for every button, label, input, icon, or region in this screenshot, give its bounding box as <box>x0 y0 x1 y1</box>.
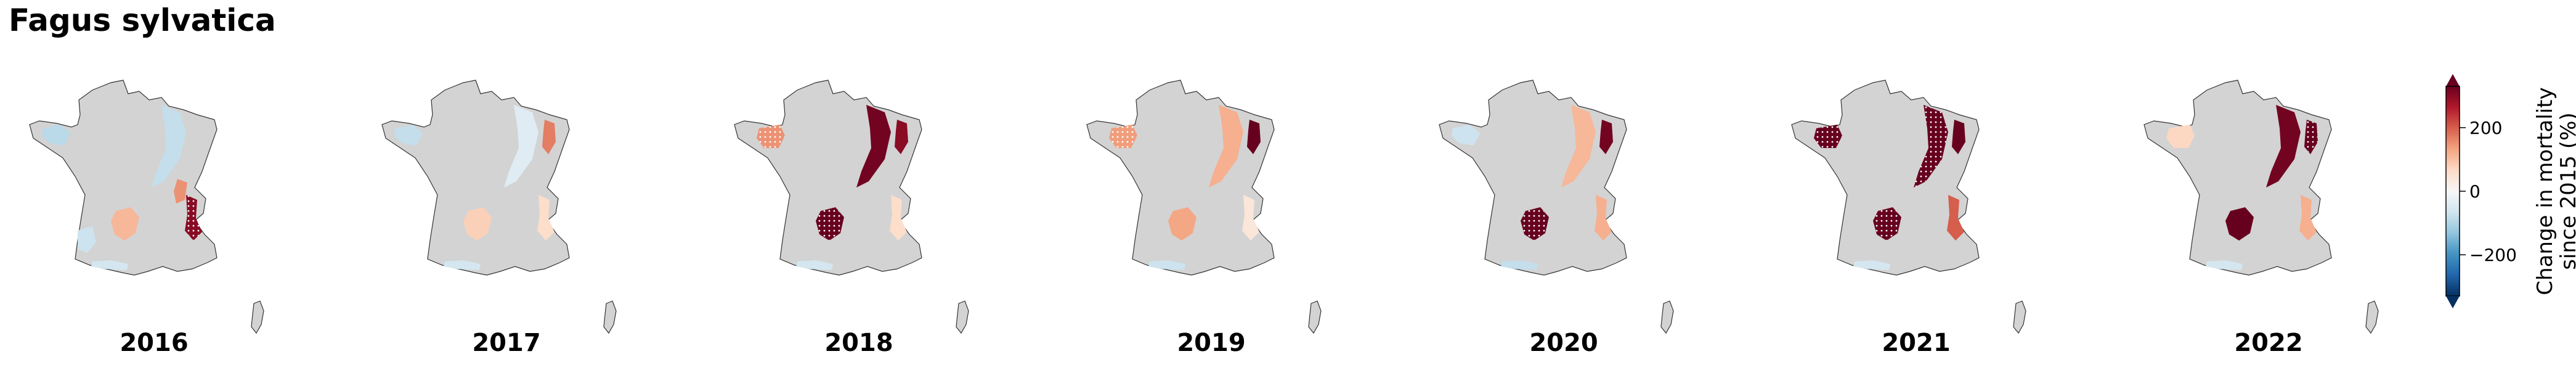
region-pyrenees <box>1853 260 1890 270</box>
region-northeast <box>1561 105 1596 188</box>
region-alps <box>890 195 907 241</box>
year-label: 2016 <box>120 329 189 357</box>
map-panel-2019: 2019 <box>1076 56 1347 358</box>
france-map <box>1791 80 2026 334</box>
region-pyrenees <box>1148 260 1185 270</box>
colorbar-ticks: 200 0 −200 <box>2460 118 2517 265</box>
france-map <box>2143 80 2379 334</box>
france-mainland <box>2143 80 2332 276</box>
france-map <box>29 80 264 334</box>
region-pyrenees <box>796 260 833 270</box>
colorbar-tick-label: −200 <box>2469 245 2517 265</box>
region-massif-central <box>1168 207 1197 241</box>
region-normandy-significance-stipple <box>1814 125 1842 148</box>
region-massif-central-significance-stipple <box>1521 207 1549 241</box>
region-massif-central-significance-stipple <box>816 207 844 241</box>
region-massif-central-significance-stipple <box>1873 207 1901 241</box>
year-label: 2021 <box>1882 329 1951 357</box>
region-massif-central <box>111 207 139 241</box>
colorbar-gradient <box>2445 86 2460 297</box>
region-pyrenees <box>91 260 128 270</box>
region-northeast-significance-stipple <box>1914 105 1948 188</box>
corsica <box>956 300 969 334</box>
france-map <box>381 80 617 334</box>
region-vosges <box>1952 120 1965 154</box>
region-vosges <box>1247 120 1261 154</box>
france-mainland <box>29 80 217 276</box>
corsica <box>251 300 264 334</box>
colorbar-label-line2: since 2015 (%) <box>2556 112 2576 270</box>
figure-title: Fagus sylvatica <box>9 2 276 38</box>
france-map <box>1439 80 1674 334</box>
region-vosges <box>895 120 908 154</box>
region-brittany <box>1452 125 1480 146</box>
colorbar: 200 0 −200 <box>2445 74 2517 308</box>
region-alps <box>1947 195 1964 241</box>
colorbar-tick-label: 200 <box>2469 118 2502 138</box>
region-massif-central <box>463 207 492 241</box>
region-alps <box>2299 195 2317 241</box>
france-mainland <box>1086 80 1275 276</box>
map-panel-2021: 2021 <box>1781 56 2052 358</box>
year-label: 2019 <box>1177 329 1246 357</box>
region-normandy <box>2166 125 2195 148</box>
region-jura <box>174 179 187 204</box>
region-vosges <box>542 120 556 154</box>
region-pyrenees <box>2206 260 2243 270</box>
map-panel-2020: 2020 <box>1428 56 1699 358</box>
france-mainland <box>734 80 922 276</box>
corsica <box>603 300 617 334</box>
colorbar-label-line1: Change in mortality <box>2533 87 2558 295</box>
region-vosges <box>1599 120 1613 154</box>
year-label: 2018 <box>824 329 893 357</box>
region-normandy-significance-stipple <box>1109 125 1137 148</box>
region-aquitaine <box>78 226 96 253</box>
year-label: 2022 <box>2234 329 2303 357</box>
france-map <box>734 80 969 334</box>
map-panel-2018: 2018 <box>723 56 994 358</box>
france-mainland <box>1791 80 1980 276</box>
region-brittany <box>394 125 423 146</box>
region-alps <box>1595 195 1612 241</box>
france-map <box>1086 80 1322 334</box>
france-mainland <box>1439 80 1627 276</box>
region-northeast <box>504 105 538 188</box>
region-vosges-significance-stipple <box>2304 120 2318 154</box>
region-brittany <box>42 125 70 146</box>
region-alps-significance-stipple <box>185 195 202 241</box>
region-northeast <box>1209 105 1243 188</box>
corsica <box>1308 300 1322 334</box>
region-massif-central <box>2225 207 2254 241</box>
region-normandy-significance-stipple <box>757 125 785 148</box>
region-pyrenees <box>1501 260 1538 270</box>
colorbar-tick-label: 0 <box>2469 181 2481 202</box>
region-northeast <box>152 105 186 188</box>
region-alps <box>537 195 555 241</box>
colorbar-bottom-extension <box>2446 296 2460 308</box>
corsica <box>2013 300 2026 334</box>
map-panel-2016: 2016 <box>18 56 290 358</box>
year-label: 2017 <box>472 329 541 357</box>
map-panel-2022: 2022 <box>2133 56 2404 358</box>
france-mainland <box>381 80 570 276</box>
corsica <box>1660 300 1674 334</box>
corsica <box>2365 300 2379 334</box>
region-northeast <box>2266 105 2301 188</box>
map-panel-2017: 2017 <box>371 56 642 358</box>
colorbar-top-extension <box>2446 74 2460 86</box>
region-northeast <box>856 105 891 188</box>
region-alps <box>1242 195 1259 241</box>
year-label: 2020 <box>1529 329 1598 357</box>
region-pyrenees <box>444 260 481 270</box>
